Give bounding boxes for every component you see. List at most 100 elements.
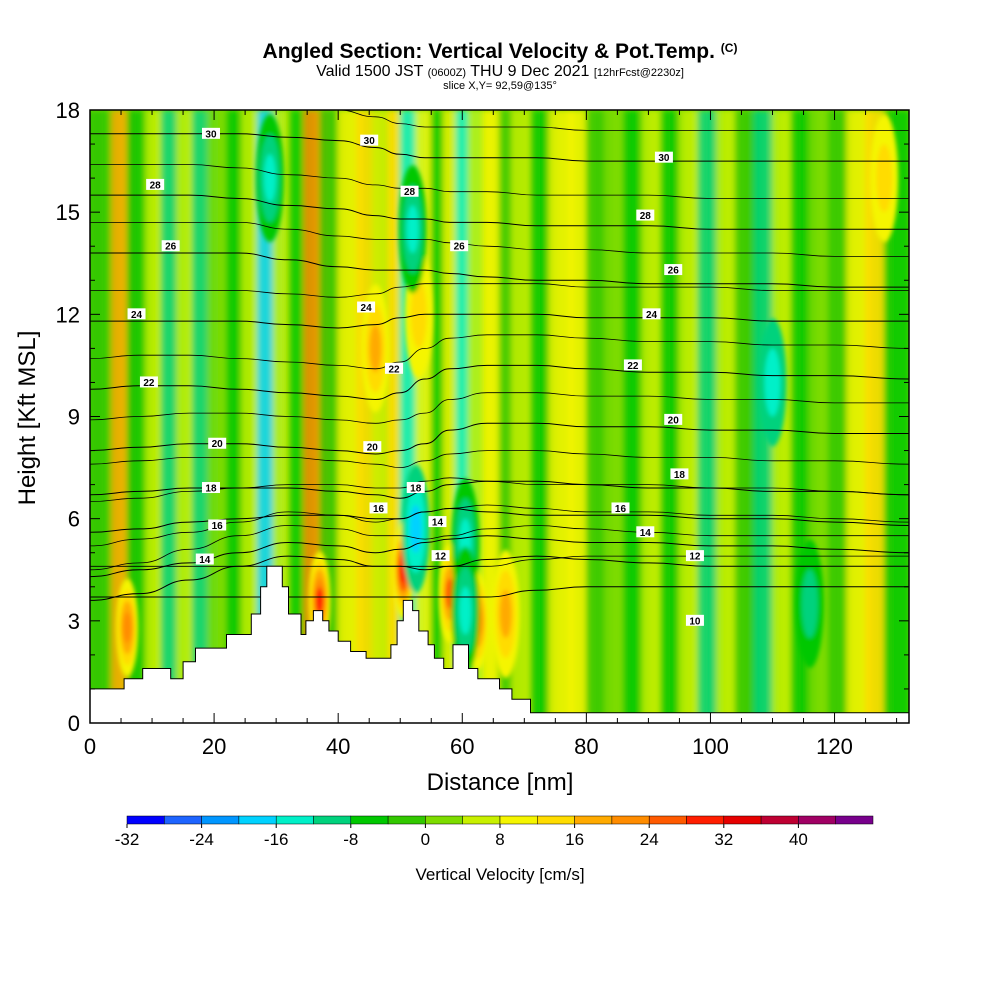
- contour-label: 12: [435, 552, 447, 563]
- x-tick-label: 0: [84, 734, 96, 759]
- contour-label: 28: [404, 187, 416, 198]
- contour-label-box: [450, 240, 469, 252]
- contour-label-box: [406, 482, 425, 494]
- contour-label-box: [636, 209, 655, 221]
- contour-label: 22: [627, 361, 639, 372]
- terrain-profile: [90, 565, 909, 723]
- x-tick-label: 120: [816, 734, 853, 759]
- y-tick-label: 18: [56, 98, 80, 123]
- contour-label-box: [428, 516, 447, 528]
- contour-label-group: 24: [357, 301, 376, 314]
- contour-label-box: [139, 376, 158, 388]
- valid-time-local: Valid 1500 JST: [316, 63, 424, 80]
- contour-label: 30: [364, 136, 376, 147]
- colorbar-swatch: [313, 815, 352, 825]
- contour-label-group: 10: [685, 614, 704, 627]
- contour-label-box: [369, 502, 388, 514]
- colorbar-swatch: [238, 815, 277, 825]
- contour-label: 20: [668, 415, 680, 426]
- x-tick-label: 60: [450, 734, 474, 759]
- contour-label-box: [161, 240, 180, 252]
- contour-label-group: 16: [611, 502, 630, 515]
- contour-label: 16: [615, 504, 627, 515]
- downdraft-core: [801, 569, 818, 638]
- colorbar-swatch: [499, 815, 538, 825]
- contour-label-group: 14: [195, 553, 214, 566]
- contour-label: 10: [689, 616, 701, 627]
- isentrope-12: [90, 555, 909, 601]
- contour-label: 22: [388, 364, 400, 375]
- colorbar-title: Vertical Velocity [cm/s]: [415, 865, 584, 884]
- colorbar-swatch: [387, 815, 426, 825]
- forecast-info: [12hrFcst@2230z]: [593, 67, 684, 79]
- y-tick-label: 12: [56, 302, 80, 327]
- plot-area: 30 30 30 28 28 28 26 26 26 24 24 24 22 22 22 20 20 20 18 18…: [90, 110, 909, 723]
- colorbar-swatch: [425, 815, 463, 825]
- potential-temperature-contours: [90, 110, 909, 601]
- contour-label: 26: [668, 266, 680, 277]
- contour-label-box: [208, 519, 227, 531]
- contour-label-group: 24: [127, 308, 146, 321]
- colorbar-tick-label: -8: [343, 830, 358, 849]
- chart-header: Angled Section: Vertical Velocity & Pot.…: [0, 36, 1000, 92]
- contour-label-group: 12: [685, 550, 704, 563]
- updraft-core: [369, 324, 382, 373]
- y-tick-label: 15: [56, 200, 80, 225]
- y-axis: 0 3 6 9 12 15 18: [56, 98, 909, 736]
- contour-label: 16: [212, 521, 224, 532]
- isentrope-minor: [90, 392, 909, 424]
- colorbar-tick-label: 16: [565, 830, 584, 849]
- copyright-mark: (C): [720, 41, 738, 55]
- colorbar-tick-label: -32: [115, 830, 140, 849]
- chart-title-text: Angled Section: Vertical Velocity & Pot.…: [262, 40, 715, 63]
- downdraft-core: [764, 348, 781, 417]
- x-axis-title: Distance [nm]: [427, 769, 574, 796]
- contour-label-group: 28: [400, 185, 419, 198]
- y-axis-title: Height [Kft MSL]: [14, 331, 41, 506]
- isentrope-28: [90, 194, 909, 230]
- contour-label: 24: [646, 310, 658, 321]
- colorbar-tick-label: -24: [189, 830, 214, 849]
- contour-label-group: 22: [623, 359, 642, 372]
- contour-label-box: [357, 301, 376, 313]
- colorbar-tick-label: 32: [714, 830, 733, 849]
- colorbar-swatch: [462, 815, 501, 825]
- contour-label-box: [664, 264, 683, 276]
- contour-labels: 30 30 30 28 28 28 26 26 26 24 24 24 22 22 22 20 20 20 18 18…: [127, 127, 704, 627]
- contour-label-group: 30: [654, 151, 673, 164]
- isentrope-20: [90, 422, 909, 455]
- contour-label-box: [146, 178, 165, 190]
- contour-label-group: 24: [642, 308, 661, 321]
- y-tick-label: 6: [68, 507, 80, 532]
- colorbar: -32 -24 -16 -8 0 8 16 24 32 40: [115, 815, 874, 849]
- contour-label: 26: [165, 242, 177, 253]
- valid-time-line: Valid 1500 JST (0600Z) THU 9 Dec 2021 [1…: [0, 64, 1000, 81]
- downdraft-core: [459, 586, 472, 635]
- contour-label-box: [400, 185, 419, 197]
- colorbar-tick-label: 24: [640, 830, 659, 849]
- contour-label: 18: [674, 470, 686, 481]
- colorbar-swatch: [723, 815, 762, 825]
- contour-label-group: 20: [664, 413, 683, 426]
- contour-label: 30: [205, 129, 217, 140]
- slice-info: slice X,Y= 92,59@135°: [443, 80, 557, 92]
- colorbar-tick-label: 8: [495, 830, 504, 849]
- contour-label-box: [431, 550, 450, 562]
- contour-label-group: 30: [201, 127, 220, 140]
- updraft-core: [315, 587, 324, 614]
- valid-time-utc: (0600Z): [427, 67, 467, 79]
- x-tick-label: 100: [692, 734, 729, 759]
- downdraft-core: [409, 504, 422, 553]
- updraft-core: [876, 144, 893, 213]
- contour-label-group: 16: [208, 519, 227, 532]
- isentrope-minor: [90, 283, 909, 298]
- x-axis: 0 20 40 60 80 100 120: [84, 110, 898, 759]
- contour-label: 22: [143, 378, 155, 389]
- colorbar-swatch: [611, 815, 650, 825]
- contour-label-box: [642, 308, 661, 320]
- contour-label: 20: [212, 439, 224, 450]
- contour-label-group: 28: [146, 178, 165, 191]
- x-tick-label: 40: [326, 734, 350, 759]
- colorbar-swatch: [686, 815, 725, 825]
